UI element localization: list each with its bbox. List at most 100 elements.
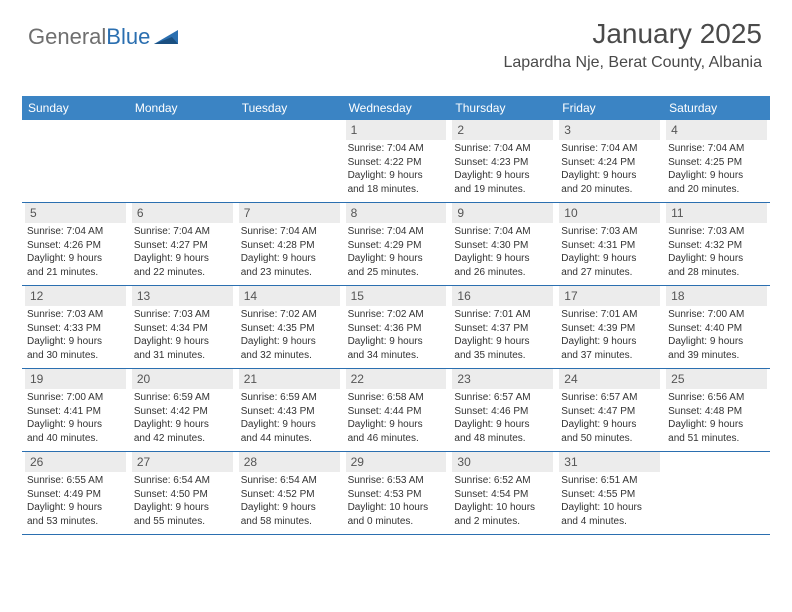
info-line: and 20 minutes. [668, 183, 767, 197]
info-line: and 32 minutes. [241, 349, 340, 363]
info-line: Sunrise: 7:00 AM [668, 308, 767, 322]
day-number: 6 [132, 203, 233, 223]
info-line: Sunrise: 6:52 AM [454, 474, 553, 488]
info-line: Sunset: 4:49 PM [27, 488, 126, 502]
info-line: Sunrise: 7:04 AM [454, 225, 553, 239]
info-line: Daylight: 9 hours [241, 501, 340, 515]
info-line: Sunrise: 7:04 AM [454, 142, 553, 156]
info-line: Sunset: 4:26 PM [27, 239, 126, 253]
day-sun-info: Sunrise: 7:00 AMSunset: 4:41 PMDaylight:… [25, 391, 126, 445]
info-line: Daylight: 9 hours [134, 335, 233, 349]
calendar-day-cell: 29Sunrise: 6:53 AMSunset: 4:53 PMDayligh… [343, 452, 450, 534]
calendar-week-row: 26Sunrise: 6:55 AMSunset: 4:49 PMDayligh… [22, 452, 770, 535]
day-sun-info: Sunrise: 6:59 AMSunset: 4:42 PMDaylight:… [132, 391, 233, 445]
day-number: 8 [346, 203, 447, 223]
calendar-week-row: 1Sunrise: 7:04 AMSunset: 4:22 PMDaylight… [22, 120, 770, 203]
info-line: Sunrise: 7:04 AM [134, 225, 233, 239]
info-line: Sunrise: 6:56 AM [668, 391, 767, 405]
info-line: Sunrise: 7:04 AM [561, 142, 660, 156]
info-line: Daylight: 9 hours [561, 169, 660, 183]
page-header: January 2025 Lapardha Nje, Berat County,… [503, 18, 762, 72]
day-sun-info: Sunrise: 7:02 AMSunset: 4:36 PMDaylight:… [346, 308, 447, 362]
info-line: and 25 minutes. [348, 266, 447, 280]
info-line: and 34 minutes. [348, 349, 447, 363]
info-line: Sunset: 4:44 PM [348, 405, 447, 419]
day-number: 24 [559, 369, 660, 389]
day-sun-info: Sunrise: 7:04 AMSunset: 4:29 PMDaylight:… [346, 225, 447, 279]
calendar-day-cell: 17Sunrise: 7:01 AMSunset: 4:39 PMDayligh… [556, 286, 663, 368]
calendar-day-cell: 26Sunrise: 6:55 AMSunset: 4:49 PMDayligh… [22, 452, 129, 534]
day-sun-info: Sunrise: 7:04 AMSunset: 4:25 PMDaylight:… [666, 142, 767, 196]
info-line: Daylight: 9 hours [348, 418, 447, 432]
day-sun-info: Sunrise: 6:53 AMSunset: 4:53 PMDaylight:… [346, 474, 447, 528]
weekday-header: Monday [129, 96, 236, 120]
day-number: 10 [559, 203, 660, 223]
info-line: Daylight: 9 hours [27, 335, 126, 349]
info-line: Daylight: 9 hours [561, 252, 660, 266]
info-line: Sunrise: 7:03 AM [561, 225, 660, 239]
info-line: Sunset: 4:25 PM [668, 156, 767, 170]
info-line: Daylight: 10 hours [561, 501, 660, 515]
calendar-day-cell: 12Sunrise: 7:03 AMSunset: 4:33 PMDayligh… [22, 286, 129, 368]
day-sun-info: Sunrise: 6:54 AMSunset: 4:52 PMDaylight:… [239, 474, 340, 528]
info-line: Daylight: 9 hours [134, 501, 233, 515]
info-line: and 30 minutes. [27, 349, 126, 363]
info-line: Sunset: 4:36 PM [348, 322, 447, 336]
info-line: Daylight: 9 hours [454, 418, 553, 432]
info-line: and 20 minutes. [561, 183, 660, 197]
info-line: and 2 minutes. [454, 515, 553, 529]
info-line: Sunrise: 7:02 AM [241, 308, 340, 322]
info-line: Sunrise: 7:04 AM [348, 142, 447, 156]
info-line: Sunset: 4:24 PM [561, 156, 660, 170]
calendar-day-cell: 1Sunrise: 7:04 AMSunset: 4:22 PMDaylight… [343, 120, 450, 202]
weekday-header: Sunday [22, 96, 129, 120]
day-sun-info: Sunrise: 6:58 AMSunset: 4:44 PMDaylight:… [346, 391, 447, 445]
info-line: Sunrise: 6:57 AM [454, 391, 553, 405]
calendar-day-cell: 25Sunrise: 6:56 AMSunset: 4:48 PMDayligh… [663, 369, 770, 451]
calendar-day-cell: 8Sunrise: 7:04 AMSunset: 4:29 PMDaylight… [343, 203, 450, 285]
day-number: 18 [666, 286, 767, 306]
day-sun-info: Sunrise: 6:51 AMSunset: 4:55 PMDaylight:… [559, 474, 660, 528]
day-number: 13 [132, 286, 233, 306]
info-line: and 39 minutes. [668, 349, 767, 363]
info-line: Sunrise: 7:04 AM [348, 225, 447, 239]
calendar-day-cell: 10Sunrise: 7:03 AMSunset: 4:31 PMDayligh… [556, 203, 663, 285]
info-line: Daylight: 9 hours [348, 335, 447, 349]
weekday-header: Wednesday [343, 96, 450, 120]
info-line: and 22 minutes. [134, 266, 233, 280]
info-line: Sunrise: 7:04 AM [668, 142, 767, 156]
day-sun-info: Sunrise: 7:04 AMSunset: 4:28 PMDaylight:… [239, 225, 340, 279]
info-line: and 28 minutes. [668, 266, 767, 280]
day-sun-info: Sunrise: 6:57 AMSunset: 4:47 PMDaylight:… [559, 391, 660, 445]
info-line: and 18 minutes. [348, 183, 447, 197]
day-number: 28 [239, 452, 340, 472]
info-line: and 21 minutes. [27, 266, 126, 280]
calendar-day-cell: 30Sunrise: 6:52 AMSunset: 4:54 PMDayligh… [449, 452, 556, 534]
info-line: Sunrise: 7:03 AM [668, 225, 767, 239]
day-sun-info: Sunrise: 7:03 AMSunset: 4:33 PMDaylight:… [25, 308, 126, 362]
info-line: Sunset: 4:53 PM [348, 488, 447, 502]
calendar-day-cell: 11Sunrise: 7:03 AMSunset: 4:32 PMDayligh… [663, 203, 770, 285]
info-line: Daylight: 9 hours [454, 335, 553, 349]
day-sun-info: Sunrise: 7:04 AMSunset: 4:23 PMDaylight:… [452, 142, 553, 196]
calendar-day-cell [22, 120, 129, 202]
info-line: Sunset: 4:27 PM [134, 239, 233, 253]
info-line: Sunset: 4:35 PM [241, 322, 340, 336]
info-line: Daylight: 9 hours [27, 252, 126, 266]
info-line: and 55 minutes. [134, 515, 233, 529]
calendar-day-cell: 5Sunrise: 7:04 AMSunset: 4:26 PMDaylight… [22, 203, 129, 285]
calendar-day-cell: 6Sunrise: 7:04 AMSunset: 4:27 PMDaylight… [129, 203, 236, 285]
day-sun-info: Sunrise: 6:59 AMSunset: 4:43 PMDaylight:… [239, 391, 340, 445]
info-line: and 4 minutes. [561, 515, 660, 529]
day-number: 30 [452, 452, 553, 472]
info-line: and 48 minutes. [454, 432, 553, 446]
location-subtitle: Lapardha Nje, Berat County, Albania [503, 54, 762, 72]
day-sun-info: Sunrise: 6:54 AMSunset: 4:50 PMDaylight:… [132, 474, 233, 528]
info-line: and 53 minutes. [27, 515, 126, 529]
info-line: Sunrise: 6:54 AM [241, 474, 340, 488]
info-line: and 58 minutes. [241, 515, 340, 529]
info-line: Daylight: 10 hours [454, 501, 553, 515]
info-line: Daylight: 9 hours [561, 418, 660, 432]
info-line: Sunrise: 7:03 AM [27, 308, 126, 322]
info-line: Daylight: 9 hours [27, 501, 126, 515]
